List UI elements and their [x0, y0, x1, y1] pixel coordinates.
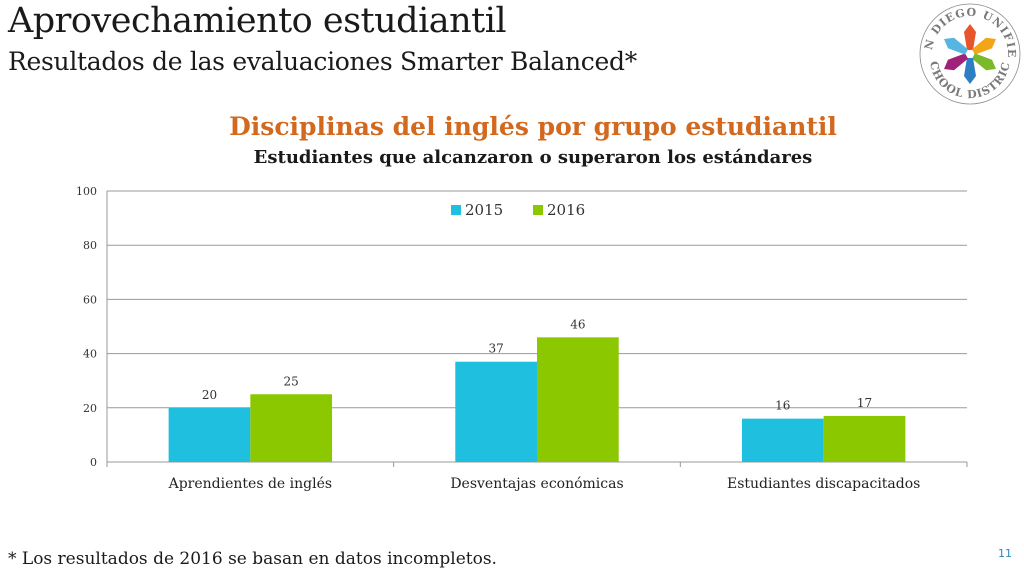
x-tick-label: Estudiantes discapacitados: [727, 476, 920, 492]
chart-title: Disciplinas del inglés por grupo estudia…: [229, 112, 837, 141]
bar: [455, 361, 537, 462]
logo-star-petal: [944, 53, 969, 71]
logo-star-petal: [964, 24, 976, 50]
district-logo: SAN DIEGO UNIFIED SCHOOL DISTRICT: [916, 0, 1021, 105]
data-label: 25: [284, 374, 299, 388]
bar: [250, 394, 333, 462]
logo-star-petal: [971, 53, 996, 71]
y-tick-label: 60: [83, 293, 97, 306]
y-tick-label: 40: [83, 348, 97, 361]
footnote: * Los resultados de 2016 se basan en dat…: [8, 549, 497, 569]
bar: [741, 418, 824, 462]
legend-label: 2015: [465, 201, 503, 219]
bar: [537, 337, 619, 462]
data-label: 20: [202, 388, 217, 402]
bars: [168, 337, 906, 462]
chart-subtitle: Estudiantes que alcanzaron o superaron l…: [253, 147, 813, 168]
data-label: 17: [857, 396, 872, 410]
data-labels: 20 25 37 46 16 17: [202, 317, 872, 412]
data-label: 46: [570, 317, 585, 331]
logo-star-petal: [971, 37, 996, 55]
legend-swatch: [533, 205, 543, 215]
x-tick-label: Aprendientes de inglés: [168, 476, 332, 492]
logo-star-petal: [944, 37, 969, 55]
y-tick-label: 100: [76, 185, 97, 198]
y-tick-label: 80: [83, 239, 97, 252]
data-label: 16: [775, 399, 790, 413]
slide-subtitle: Resultados de las evaluaciones Smarter B…: [8, 47, 637, 76]
legend-swatch: [451, 205, 461, 215]
slide-title: Aprovechamiento estudiantil: [8, 1, 507, 41]
data-label: 37: [489, 342, 504, 356]
logo-star-petal: [964, 58, 976, 84]
bar: [168, 407, 251, 462]
y-tick-label: 20: [83, 402, 97, 415]
bar: [823, 415, 906, 462]
legend-label: 2016: [547, 201, 585, 219]
y-tick-label: 0: [90, 456, 97, 469]
legend: 2015 2016: [451, 201, 585, 219]
x-tick-label: Desventajas económicas: [450, 476, 623, 492]
page-number: 11: [998, 547, 1012, 560]
logo-star-icon: [944, 24, 996, 84]
